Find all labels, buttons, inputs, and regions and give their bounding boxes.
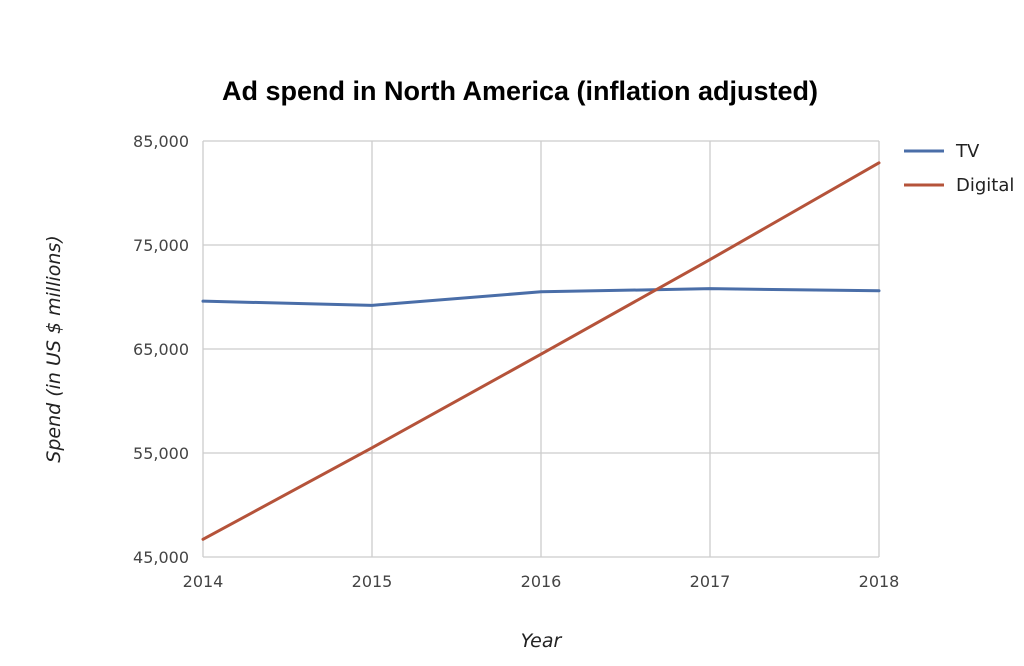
gridlines <box>202 140 880 558</box>
series-line-digital <box>201 161 881 541</box>
x-tick-label: 2015 <box>352 572 393 591</box>
legend: TV Digital <box>904 141 1014 196</box>
y-tick-label: 75,000 <box>133 236 189 255</box>
y-tick-label: 85,000 <box>133 132 189 151</box>
y-tick-label: 45,000 <box>133 548 189 567</box>
y-axis-ticks: 45,000 55,000 65,000 75,000 85,000 <box>133 132 189 567</box>
y-tick-label: 65,000 <box>133 340 189 359</box>
legend-label-tv: TV <box>955 141 980 162</box>
legend-label-digital: Digital <box>956 175 1014 196</box>
x-axis-ticks: 2014 2015 2016 2017 2018 <box>183 572 900 591</box>
x-tick-label: 2017 <box>690 572 731 591</box>
series-lines <box>201 161 881 541</box>
x-tick-label: 2018 <box>859 572 900 591</box>
y-tick-label: 55,000 <box>133 444 189 463</box>
y-axis-label: Spend (in US $ millions) <box>43 235 65 462</box>
x-tick-label: 2016 <box>521 572 562 591</box>
chart-title: Ad spend in North America (inflation adj… <box>222 76 818 106</box>
x-tick-label: 2014 <box>183 572 224 591</box>
x-axis-label: Year <box>521 630 563 652</box>
series-line-tv <box>201 287 881 307</box>
